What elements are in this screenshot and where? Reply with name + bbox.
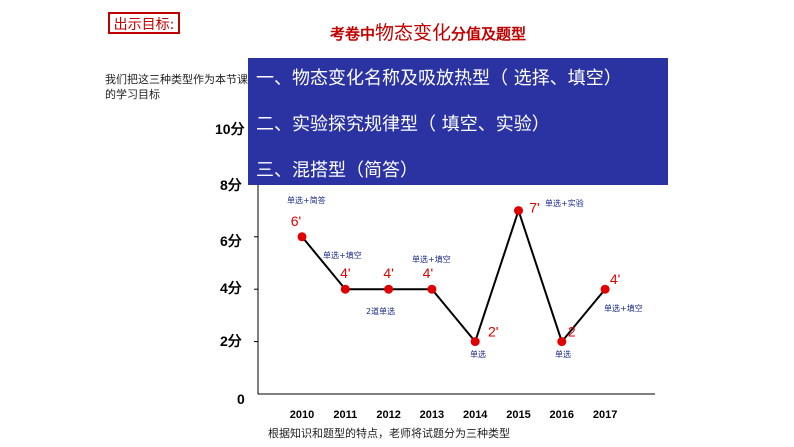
x-tick-label: 2013	[420, 409, 444, 421]
question-type-3: 三、混搭型（简答）	[256, 160, 418, 181]
question-type-annotation: 单选	[470, 349, 486, 359]
objective-badge: 出示目标:	[108, 12, 180, 34]
x-tick-label: 2015	[506, 409, 530, 421]
data-point	[470, 337, 480, 347]
y-tick-label: 2分	[220, 333, 242, 349]
y-tick-label: 10分	[215, 121, 245, 137]
y-tick-label: 6分	[220, 233, 242, 249]
data-point	[557, 337, 567, 347]
data-label: 4'	[340, 265, 350, 281]
title-suffix: 分值及题型	[451, 25, 527, 43]
x-tick-label: 2012	[376, 409, 400, 421]
intro-note: 我们把这三种类型作为本节课的学习目标	[105, 73, 248, 101]
question-type-2: 二、实验探究规律型（ 填空、实验）	[256, 114, 550, 135]
y-tick-label: 4分	[220, 280, 242, 296]
footer-note: 根据知识和题型的特点，老师将试题分为三种类型	[268, 427, 510, 440]
series-line	[301, 207, 606, 344]
title-topic: 物态变化	[375, 22, 452, 44]
x-tick-label: 2011	[333, 409, 357, 421]
question-type-annotation: 2道单选	[366, 306, 395, 316]
y-tick-label: 8分	[220, 177, 242, 193]
data-point	[384, 284, 394, 294]
question-types-panel: 一、物态变化名称及吸放热型（ 选择、填空） 二、实验探究规律型（ 填空、实验） …	[248, 58, 668, 185]
question-type-annotation: 单选+填空	[604, 303, 643, 313]
data-label: 7'	[529, 200, 539, 216]
question-type-annotation: 单选+填空	[323, 250, 362, 260]
data-point	[514, 206, 523, 216]
page-title: 考卷中物态变化分值及题型	[330, 18, 526, 45]
data-point	[427, 284, 437, 294]
data-point	[297, 232, 307, 242]
data-label: 4'	[383, 265, 393, 281]
x-tick-label: 2017	[593, 409, 617, 421]
question-type-annotation: 单选	[555, 349, 571, 359]
y-tick-label: 0	[237, 391, 245, 407]
x-tick-label: 2016	[550, 409, 574, 421]
data-label: 2'	[488, 324, 498, 340]
data-label: 6'	[291, 213, 301, 229]
data-point	[340, 284, 350, 294]
x-tick-label: 2014	[463, 409, 488, 421]
title-prefix: 考卷中	[330, 25, 376, 43]
data-label: 4'	[610, 271, 620, 287]
question-type-annotation: 单选+实验	[545, 198, 584, 208]
question-type-1: 一、物态变化名称及吸放热型（ 选择、填空）	[256, 68, 622, 89]
question-type-annotation: 单选+填空	[412, 254, 451, 264]
data-label: 4'	[423, 265, 433, 281]
question-type-annotation: 单选+简答	[287, 195, 326, 205]
data-label: 2	[568, 324, 576, 340]
x-tick-label: 2010	[290, 409, 314, 421]
data-point	[600, 284, 610, 294]
